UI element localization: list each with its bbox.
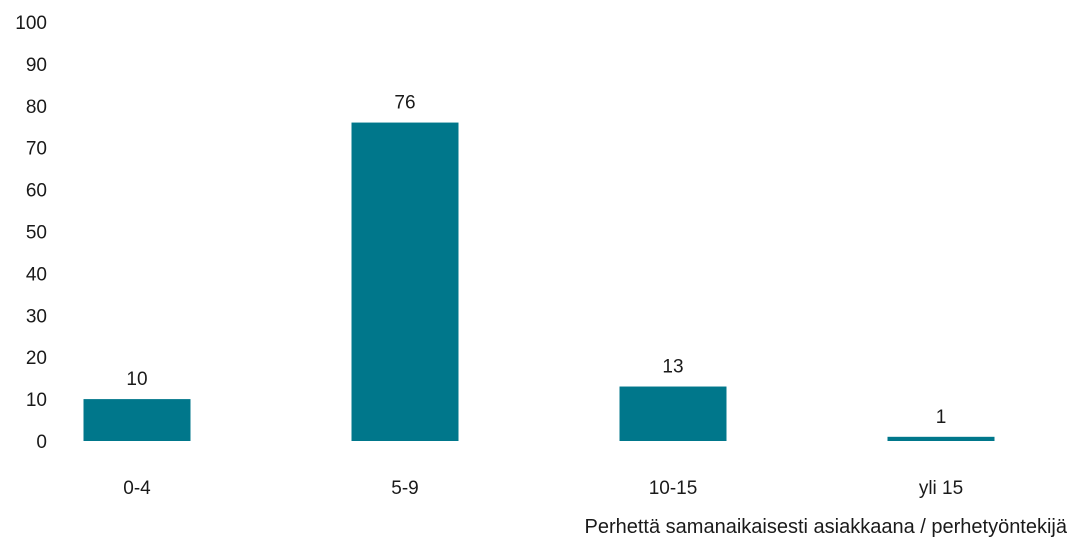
y-tick-label: 60	[26, 181, 47, 202]
bar-value-label: 10	[126, 369, 147, 390]
bar	[887, 436, 995, 441]
y-tick-label: 70	[26, 139, 47, 160]
bar	[351, 122, 459, 441]
y-tick-label: 10	[26, 390, 47, 411]
bar-value-label: 1	[936, 407, 947, 428]
x-axis-category-labels: 0-4 5-9 10-15 yli 15	[123, 478, 963, 499]
y-tick-label: 90	[26, 55, 47, 76]
category-label: yli 15	[919, 478, 963, 499]
bar-value-label: 76	[394, 93, 415, 114]
y-tick-label: 100	[15, 13, 47, 34]
bar-series	[83, 122, 995, 441]
bar	[619, 386, 727, 441]
category-label: 10-15	[649, 478, 698, 499]
data-labels: 10 76 13 1	[126, 93, 946, 428]
y-tick-label: 0	[36, 432, 47, 453]
y-tick-label: 40	[26, 264, 47, 285]
bar-value-label: 13	[662, 357, 683, 378]
category-label: 0-4	[123, 478, 151, 499]
y-tick-label: 20	[26, 348, 47, 369]
y-tick-label: 30	[26, 306, 47, 327]
x-axis-title: Perhettä samanaikaisesti asiakkaana / pe…	[585, 516, 1068, 538]
y-tick-label: 50	[26, 223, 47, 244]
y-axis-tick-labels: 0 10 20 30 40 50 60 70 80 90 100	[15, 13, 47, 453]
category-label: 5-9	[391, 478, 418, 499]
bar	[83, 399, 191, 441]
y-tick-label: 80	[26, 97, 47, 118]
